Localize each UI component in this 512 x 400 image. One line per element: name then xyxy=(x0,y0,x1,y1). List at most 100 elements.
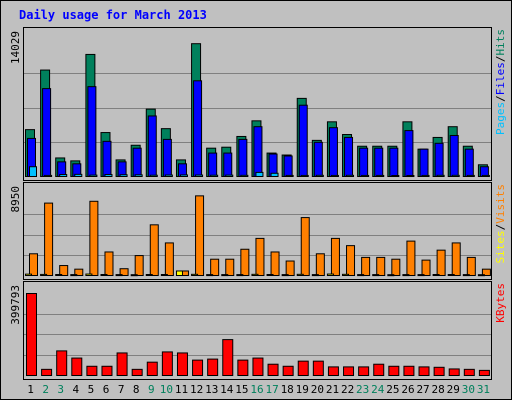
bar-sites-day-12 xyxy=(191,273,199,276)
bar-pages-day-21 xyxy=(330,174,339,177)
bar-visits-day-2 xyxy=(44,202,54,276)
legend-hits: Hits xyxy=(494,29,507,56)
bar-sites-day-3 xyxy=(55,274,63,277)
legend-visits: Visits xyxy=(494,184,507,224)
bar-pages-day-5 xyxy=(89,174,98,177)
bar-sites-day-21 xyxy=(326,273,334,276)
bar-pages-day-12 xyxy=(195,174,204,177)
bar-kbytes-day-23 xyxy=(358,366,370,376)
x-tick-label-day-14: 14 xyxy=(220,383,234,396)
bar-visits-day-16 xyxy=(255,237,265,277)
x-tick-label-day-18: 18 xyxy=(281,383,294,396)
bar-files-day-19 xyxy=(298,104,308,177)
bar-files-day-13 xyxy=(208,152,218,178)
y-max-label: 14029 xyxy=(9,31,22,64)
bar-visits-day-31 xyxy=(481,268,491,276)
x-tick-label-day-25: 25 xyxy=(386,383,399,396)
bar-sites-day-20 xyxy=(311,274,319,277)
bar-pages-day-24 xyxy=(376,174,385,177)
x-tick-label-day-28: 28 xyxy=(432,383,445,396)
bar-kbytes-day-16 xyxy=(252,357,264,377)
bar-visits-day-28 xyxy=(436,249,446,276)
bar-kbytes-day-2 xyxy=(41,368,53,376)
x-tick-label-day-6: 6 xyxy=(103,383,110,396)
bar-pages-day-6 xyxy=(104,174,113,178)
bar-visits-day-9 xyxy=(149,224,159,276)
bar-sites-day-24 xyxy=(372,274,380,277)
bar-files-day-25 xyxy=(389,147,399,177)
bar-files-day-10 xyxy=(162,138,172,178)
bar-sites-day-27 xyxy=(417,274,425,277)
legend-separator: / xyxy=(494,56,507,63)
bar-visits-day-25 xyxy=(391,258,401,277)
x-tick-label-day-15: 15 xyxy=(235,383,248,396)
x-tick-label-day-7: 7 xyxy=(118,383,125,396)
x-tick-label-day-3: 3 xyxy=(57,383,64,396)
bar-pages-day-14 xyxy=(225,174,234,177)
bar-kbytes-day-3 xyxy=(56,350,68,377)
bar-kbytes-day-19 xyxy=(297,360,309,377)
bar-sites-day-13 xyxy=(206,274,214,277)
bar-sites-day-29 xyxy=(447,274,455,277)
bar-sites-day-2 xyxy=(40,273,48,277)
x-tick-label-day-10: 10 xyxy=(160,383,173,396)
bar-visits-day-24 xyxy=(376,256,386,277)
bar-visits-day-15 xyxy=(240,248,250,277)
bar-pages-day-28 xyxy=(436,174,445,177)
bar-sites-day-4 xyxy=(70,274,78,277)
bar-sites-day-19 xyxy=(296,273,304,276)
bar-kbytes-day-13 xyxy=(207,358,219,377)
bar-sites-day-11 xyxy=(175,270,183,276)
bar-kbytes-day-24 xyxy=(373,363,385,377)
bar-kbytes-day-1 xyxy=(26,293,37,376)
x-tick-label-day-4: 4 xyxy=(73,383,80,396)
bar-pages-day-18 xyxy=(285,174,294,177)
bar-visits-day-21 xyxy=(330,237,340,277)
bar-kbytes-day-22 xyxy=(343,366,355,376)
bar-kbytes-day-14 xyxy=(222,339,234,376)
x-tick-label-day-1: 1 xyxy=(27,383,34,396)
bar-sites-day-26 xyxy=(402,274,410,277)
bar-pages-day-10 xyxy=(164,174,173,177)
bar-sites-day-16 xyxy=(251,273,259,276)
bar-pages-day-22 xyxy=(346,174,355,177)
bar-files-day-12 xyxy=(193,80,203,177)
bar-sites-day-14 xyxy=(221,274,229,277)
bar-pages-day-29 xyxy=(451,174,460,177)
chart-bars xyxy=(25,43,491,377)
bar-visits-day-8 xyxy=(134,255,144,276)
bar-pages-day-23 xyxy=(361,174,370,177)
bar-kbytes-day-18 xyxy=(282,365,294,377)
bar-kbytes-day-4 xyxy=(71,357,83,377)
x-tick-label-day-24: 24 xyxy=(371,383,385,396)
legend: KBytes xyxy=(494,283,507,323)
x-tick-label-day-5: 5 xyxy=(88,383,95,396)
bar-visits-day-27 xyxy=(421,259,431,277)
bar-sites-day-10 xyxy=(160,274,168,277)
bar-sites-day-30 xyxy=(462,274,470,277)
bar-visits-day-3 xyxy=(59,265,69,276)
x-tick-label-day-20: 20 xyxy=(311,383,324,396)
bar-kbytes-day-27 xyxy=(418,366,430,376)
bar-sites-day-15 xyxy=(236,274,244,277)
bar-visits-day-22 xyxy=(346,245,356,276)
bar-kbytes-day-30 xyxy=(463,368,475,376)
bar-files-day-20 xyxy=(313,141,323,177)
bar-kbytes-day-26 xyxy=(403,365,415,377)
bar-visits-day-19 xyxy=(300,217,310,277)
bar-sites-day-8 xyxy=(130,274,138,277)
bar-pages-day-27 xyxy=(421,174,430,177)
x-tick-label-day-30: 30 xyxy=(462,383,475,396)
bar-kbytes-day-7 xyxy=(116,352,128,376)
bar-files-day-6 xyxy=(102,140,112,178)
bar-sites-day-23 xyxy=(357,274,365,277)
bar-files-day-30 xyxy=(464,148,474,178)
bar-kbytes-day-31 xyxy=(478,369,490,376)
bar-files-day-23 xyxy=(359,147,369,177)
bar-sites-day-17 xyxy=(266,274,274,277)
bar-files-day-9 xyxy=(147,115,157,177)
y-max-label: 8950 xyxy=(9,186,22,213)
bar-visits-day-14 xyxy=(225,258,235,277)
